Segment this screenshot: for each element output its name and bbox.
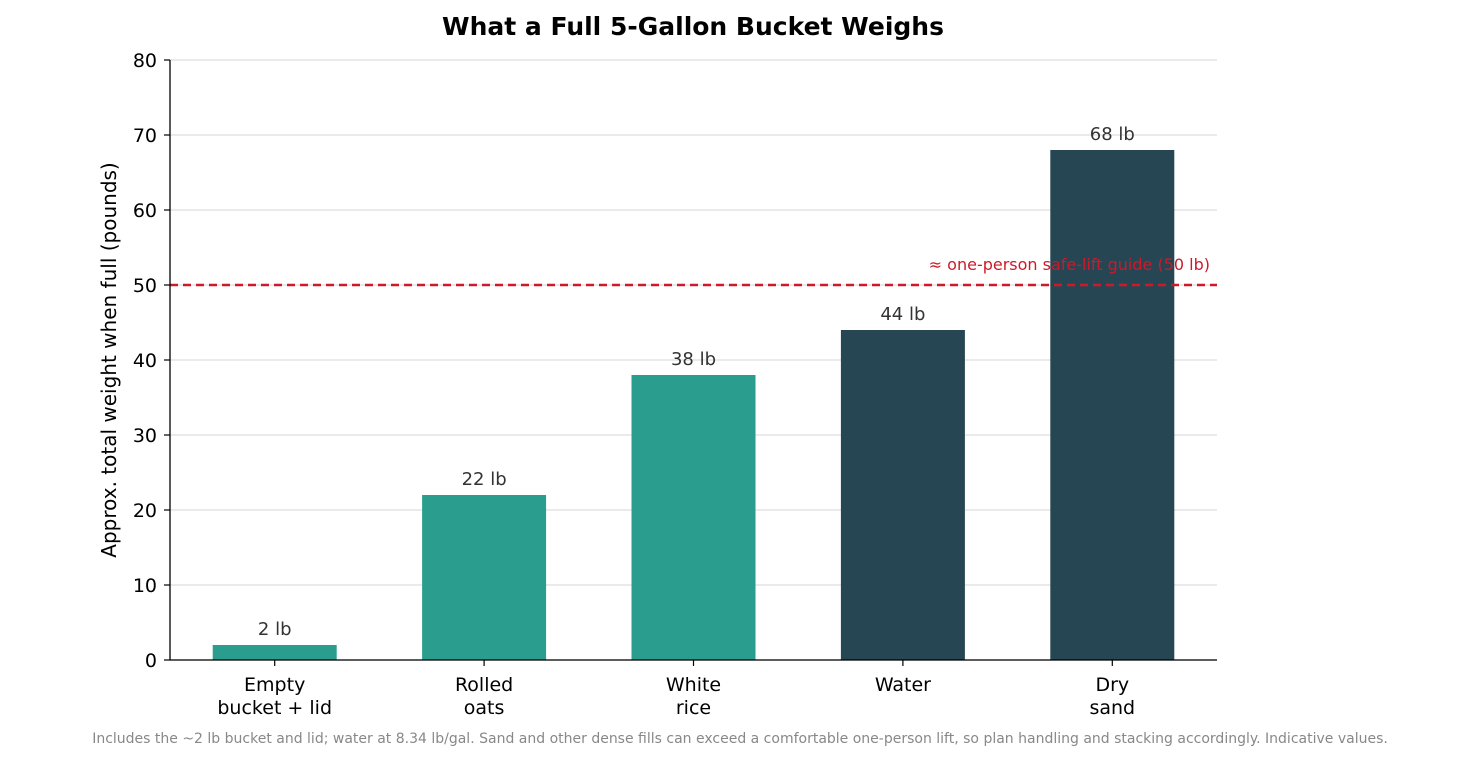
data-labels: 2 lb 22 lb 38 lb 44 lb 68 lb [258, 124, 1135, 640]
y-tick-label: 30 [133, 425, 157, 447]
bar [840, 330, 965, 660]
y-tick-label: 50 [133, 275, 157, 297]
reference-line-group: ≈ one-person safe-lift guide (50 lb) [170, 255, 1217, 287]
bar [631, 375, 756, 660]
bar [422, 495, 547, 660]
y-tick-label: 40 [133, 350, 157, 372]
safe-lift-reference-label: ≈ one-person safe-lift guide (50 lb) [929, 255, 1210, 274]
axes: 0 10 20 30 40 50 60 70 80 Empty bucket + lid Rolled… [133, 50, 1217, 719]
chart-footnote: Includes the ~2 lb bucket and lid; water… [92, 731, 1388, 747]
bar-value-label: 68 lb [1090, 124, 1135, 145]
x-tick-label: White rice [666, 674, 721, 719]
y-tick-label: 0 [145, 650, 157, 672]
y-tick-label: 80 [133, 50, 157, 72]
x-tick-label: Dry sand [1089, 674, 1135, 719]
x-tick-label: Rolled oats [455, 674, 513, 719]
bars [212, 150, 1175, 660]
x-tick-label: Water [875, 674, 931, 696]
chart-title: What a Full 5-Gallon Bucket Weighs [442, 12, 944, 41]
y-tick-label: 20 [133, 500, 157, 522]
y-tick-label: 10 [133, 575, 157, 597]
y-axis-label: Approx. total weight when full (pounds) [97, 162, 121, 557]
bar-value-label: 38 lb [671, 349, 716, 370]
bar-value-label: 44 lb [880, 304, 925, 325]
y-tick-label: 70 [133, 125, 157, 147]
bar [212, 645, 337, 660]
bar-value-label: 2 lb [258, 619, 292, 640]
bar [1050, 150, 1175, 660]
y-tick-label: 60 [133, 200, 157, 222]
x-tick-label: Empty bucket + lid [217, 674, 332, 719]
bar-value-label: 22 lb [462, 469, 507, 490]
